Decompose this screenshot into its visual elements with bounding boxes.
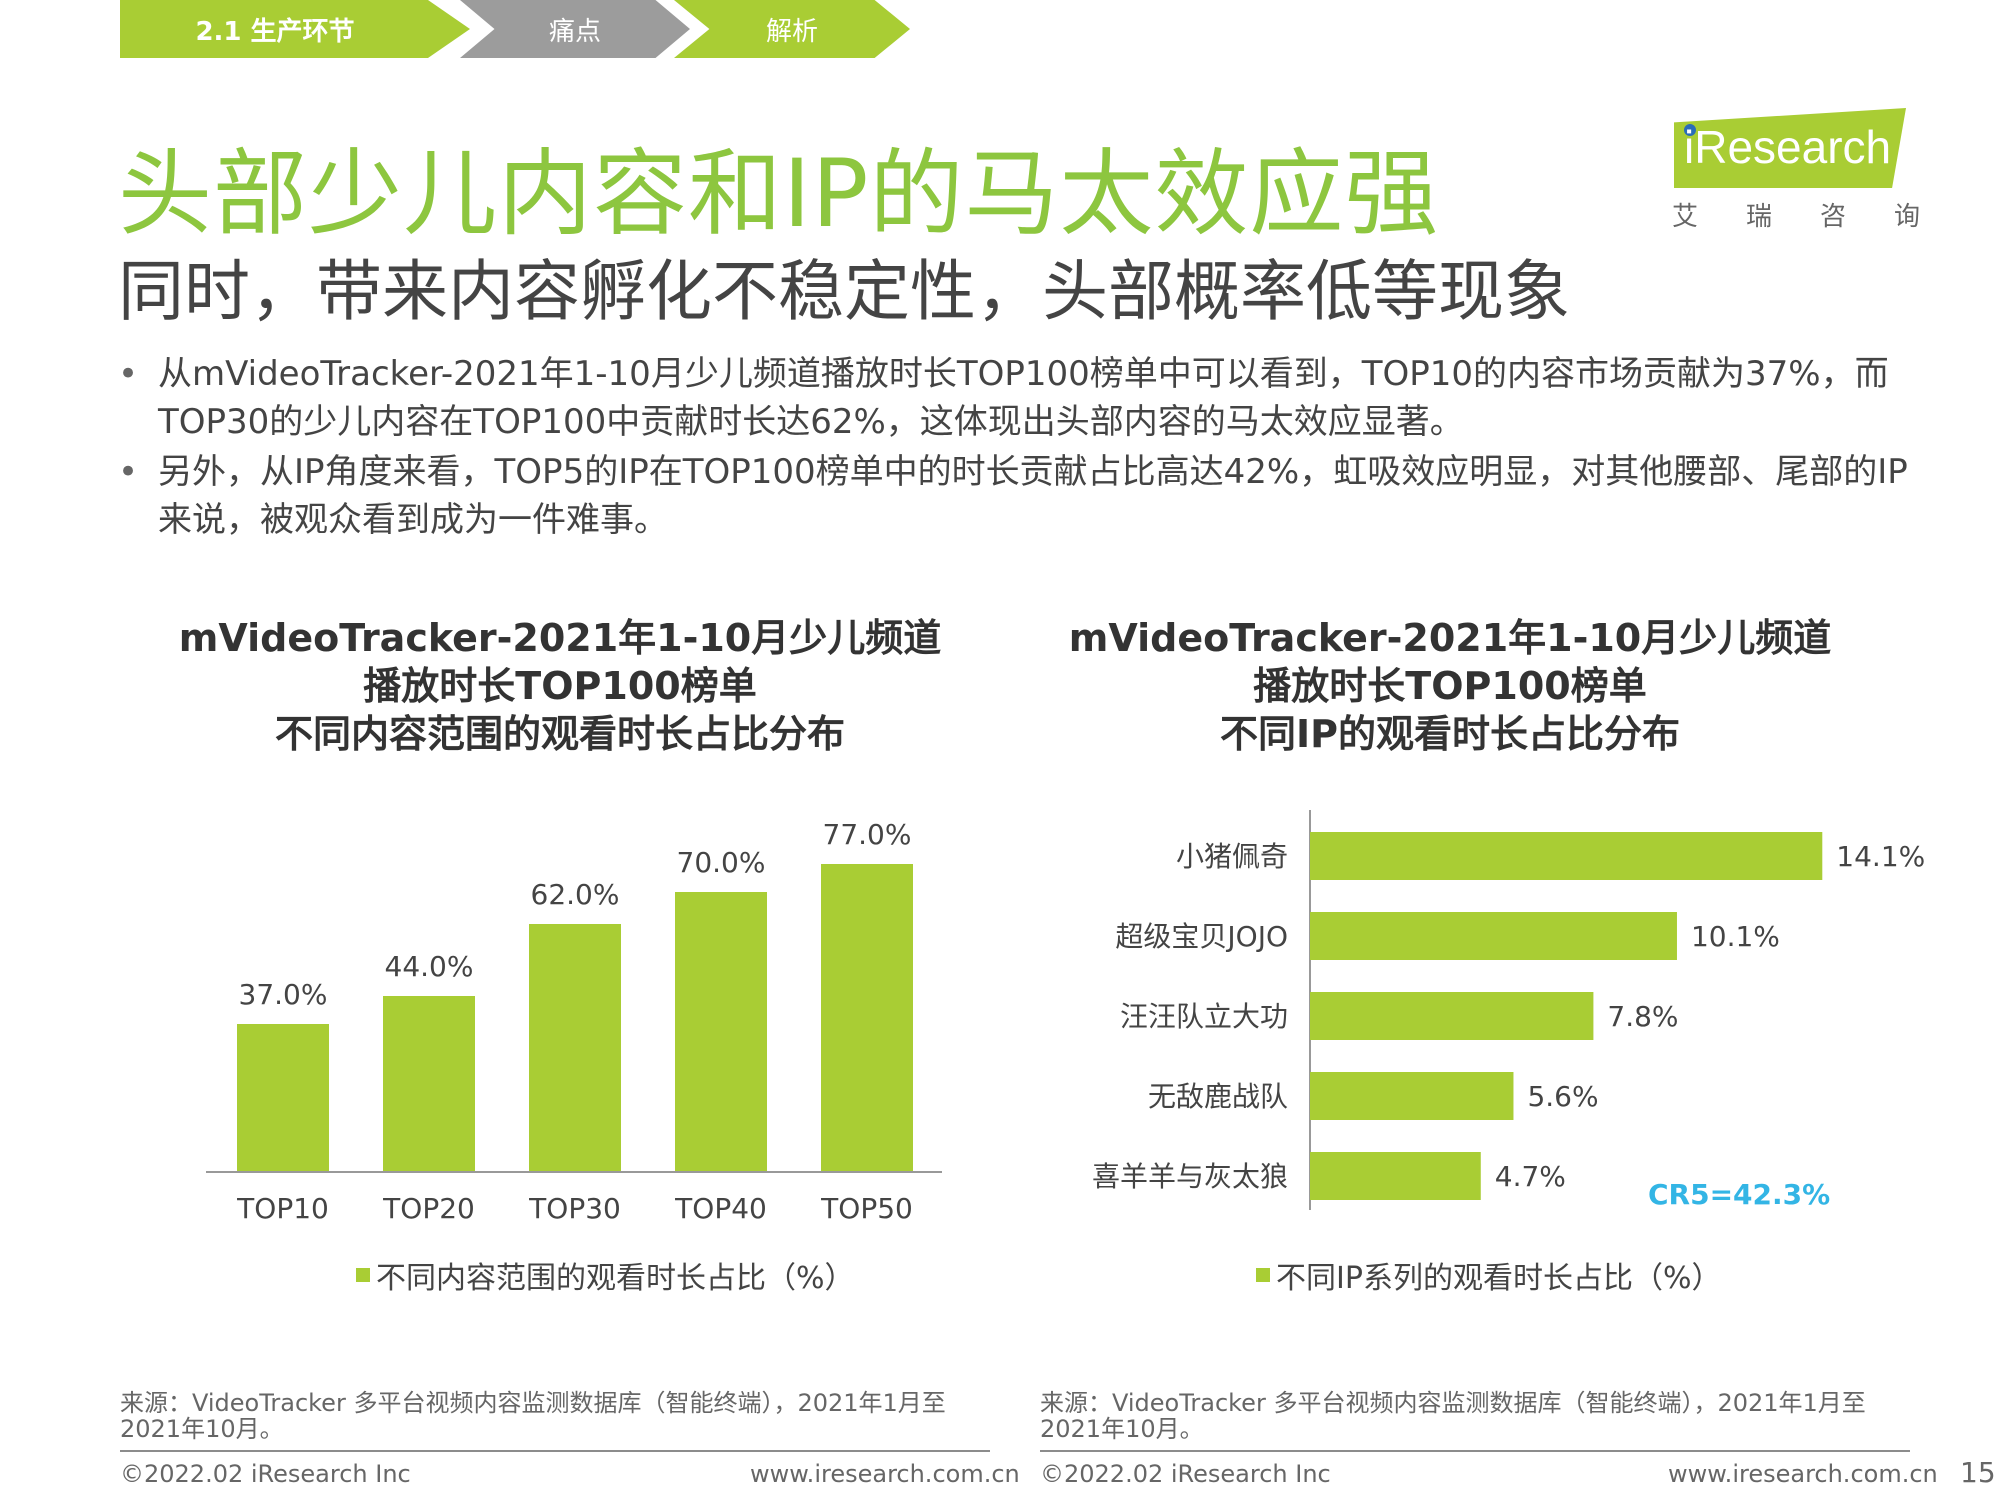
bar-value-label: 37.0% <box>239 978 328 1011</box>
legend-swatch <box>1256 1268 1270 1282</box>
bar-value-label: 7.8% <box>1607 1000 1678 1033</box>
left-chart-title-line: 播放时长TOP100榜单 <box>363 664 757 708</box>
legend-swatch <box>356 1268 370 1282</box>
bar <box>529 924 621 1172</box>
right-chart-title-line: mVideoTracker-2021年1-10月少儿频道 <box>1068 616 1832 660</box>
logo-brand-text: iResearch <box>1684 121 1892 173</box>
legend-label: 不同内容范围的观看时长占比（%） <box>376 1261 855 1296</box>
footer-website-link[interactable]: www.iresearch.com.cn <box>750 1460 1020 1488</box>
y-tick-label: 小猪佩奇 <box>1176 840 1288 873</box>
breadcrumb: 2.1 生产环节 痛点 解析 <box>120 0 920 58</box>
right-source-note: 来源：VideoTracker 多平台视频内容监测数据库（智能终端），2021年… <box>1040 1389 1866 1443</box>
breadcrumb-pain-points: 痛点 <box>460 0 690 58</box>
footer-divider <box>1040 1450 1910 1452</box>
bar-value-label: 10.1% <box>1691 920 1780 953</box>
bar-value-label: 44.0% <box>385 950 474 983</box>
bullet-item: 另外，从IP角度来看，TOP5的IP在TOP100榜单中的时长贡献占比高达42%… <box>118 448 1918 544</box>
bar <box>1310 992 1594 1040</box>
right-chart-title-line: 播放时长TOP100榜单 <box>1253 664 1647 708</box>
bar <box>237 1024 329 1172</box>
y-tick-label: 超级宝贝JOJO <box>1115 920 1288 953</box>
page-number: 15 <box>1960 1456 1996 1489</box>
y-tick-label: 喜羊羊与灰太狼 <box>1092 1160 1288 1193</box>
footer-copyright: ©2022.02 iResearch Inc <box>1040 1460 1331 1488</box>
logo-cn-char: 询 <box>1893 202 1920 232</box>
logo-dot-icon <box>1684 124 1696 136</box>
bar <box>675 892 767 1172</box>
bar-value-label: 14.1% <box>1836 840 1925 873</box>
bar <box>821 864 913 1172</box>
x-tick-label: TOP30 <box>528 1192 621 1225</box>
logo-cn-char: 艾 <box>1672 202 1699 232</box>
bar <box>1310 912 1677 960</box>
left-chart-title-line: mVideoTracker-2021年1-10月少儿频道 <box>178 616 942 660</box>
bar-value-label: 77.0% <box>823 818 912 851</box>
bar-value-label: 5.6% <box>1527 1080 1598 1113</box>
bar <box>1310 1152 1481 1200</box>
x-tick-label: TOP40 <box>674 1192 767 1225</box>
logo-cn-char: 瑞 <box>1745 202 1772 232</box>
x-tick-label: TOP20 <box>382 1192 475 1225</box>
iresearch-logo: iResearch 艾 瑞 咨 询 <box>1660 108 1920 232</box>
left-source-note: 来源：VideoTracker 多平台视频内容监测数据库（智能终端），2021年… <box>120 1389 946 1443</box>
bar-value-label: 4.7% <box>1495 1160 1566 1193</box>
left-chart-title-line: 不同内容范围的观看时长占比分布 <box>274 712 845 756</box>
bar-value-label: 62.0% <box>531 878 620 911</box>
content-range-bar-chart: 37.0% TOP10 44.0% TOP20 62.0% TOP30 70.0% TOP40… <box>206 818 942 1225</box>
breadcrumb-section: 2.1 生产环节 <box>120 0 470 58</box>
legend-label: 不同IP系列的观看时长占比（%） <box>1276 1261 1722 1296</box>
page-subtitle: 同时，带来内容孵化不稳定性，头部概率低等现象 <box>118 253 1570 330</box>
footer-website-link[interactable]: www.iresearch.com.cn <box>1668 1460 1938 1488</box>
logo-badge: iResearch <box>1674 108 1906 188</box>
cr5-annotation: CR5=42.3% <box>1648 1178 1830 1211</box>
logo-cn-char: 咨 <box>1819 202 1846 232</box>
page-title: 头部少儿内容和IP的马太效应强 <box>118 140 1440 249</box>
ip-share-bar-chart: 小猪佩奇 14.1% 超级宝贝JOJO 10.1% 汪汪队立大功 7.8% 无敌鹿战队 5.6… <box>1092 810 1925 1211</box>
bar <box>1310 832 1823 880</box>
left-chart-legend: 不同内容范围的观看时长占比（%） <box>356 1253 855 1297</box>
breadcrumb-analysis: 解析 <box>674 0 910 58</box>
footer-divider <box>120 1450 990 1452</box>
bar-value-label: 70.0% <box>677 846 766 879</box>
y-tick-label: 汪汪队立大功 <box>1120 1000 1288 1033</box>
bullet-list: 从mVideoTracker-2021年1-10月少儿频道播放时长TOP100榜… <box>118 350 1918 546</box>
footer-copyright: ©2022.02 iResearch Inc <box>120 1460 411 1488</box>
right-chart-legend: 不同IP系列的观看时长占比（%） <box>1256 1253 1721 1297</box>
right-chart-title-line: 不同IP的观看时长占比分布 <box>1220 712 1680 756</box>
x-tick-label: TOP10 <box>236 1192 329 1225</box>
x-tick-label: TOP50 <box>820 1192 913 1225</box>
left-chart-title: mVideoTracker-2021年1-10月少儿频道 播放时长TOP100榜… <box>160 614 960 758</box>
right-chart-title: mVideoTracker-2021年1-10月少儿频道 播放时长TOP100榜… <box>1040 614 1860 758</box>
bullet-item: 从mVideoTracker-2021年1-10月少儿频道播放时长TOP100榜… <box>118 350 1918 446</box>
bar <box>1310 1072 1514 1120</box>
bar <box>383 996 475 1172</box>
y-tick-label: 无敌鹿战队 <box>1148 1080 1288 1113</box>
logo-cn-text: 艾 瑞 咨 询 <box>1672 196 1920 233</box>
